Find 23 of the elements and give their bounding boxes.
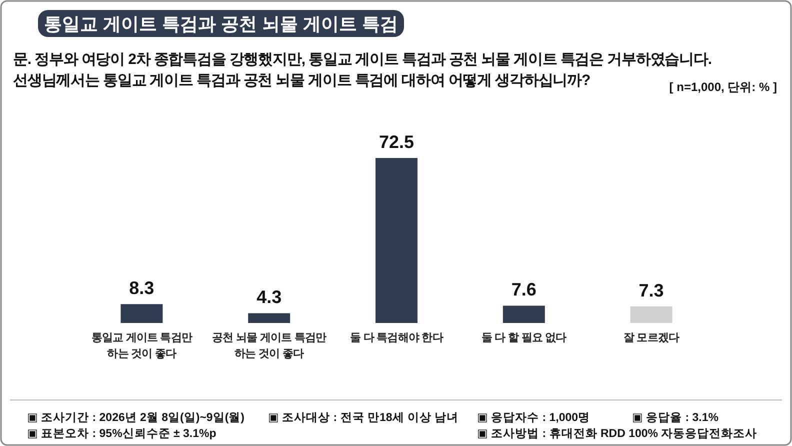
x-tick-label: 공천 뇌물 게이트 특검만 하는 것이 좋다 — [212, 332, 326, 360]
text: ▣ 응답자수 : 1,000명 — [477, 411, 590, 424]
bar — [376, 158, 418, 323]
bar — [630, 306, 672, 323]
bar — [502, 306, 545, 323]
text: ▣ 응답율 : 3.1% — [632, 411, 718, 424]
data-label: 8.3 — [129, 278, 154, 298]
x-tick-label: 둘 다 할 필요 없다 — [481, 332, 567, 344]
data-label: 72.5 — [378, 132, 414, 152]
data-label: 7.6 — [511, 280, 536, 300]
text: ▣ 조사기간 : 2026년 2월 8일(일)~9일(월) — [27, 411, 245, 424]
text: ▣ 조사대상 : 전국 만18세 이상 남녀 — [268, 411, 459, 424]
text: ▣ 조사방법 : 휴대전화 RDD 100% 자동응답전화조사 — [477, 427, 758, 440]
text: [ n=1,000, 단위: % ] — [669, 80, 777, 94]
bar — [120, 304, 163, 323]
bar — [248, 313, 290, 323]
text: ▣ 표본오차 : 95%신뢰수준 ± 3.1%p — [27, 427, 216, 440]
data-label: 7.3 — [638, 280, 664, 300]
x-tick-label: 통일교 게이트 특검만 하는 것이 좋다 — [91, 332, 192, 360]
data-label: 4.3 — [256, 287, 282, 308]
chart-title: 통일교 게이트 특검과 공천 뇌물 게이트 특검 — [44, 14, 398, 34]
x-tick-label: 잘 모르겠다 — [623, 332, 680, 344]
x-tick-label: 둘 다 특검해야 한다 — [350, 332, 444, 344]
